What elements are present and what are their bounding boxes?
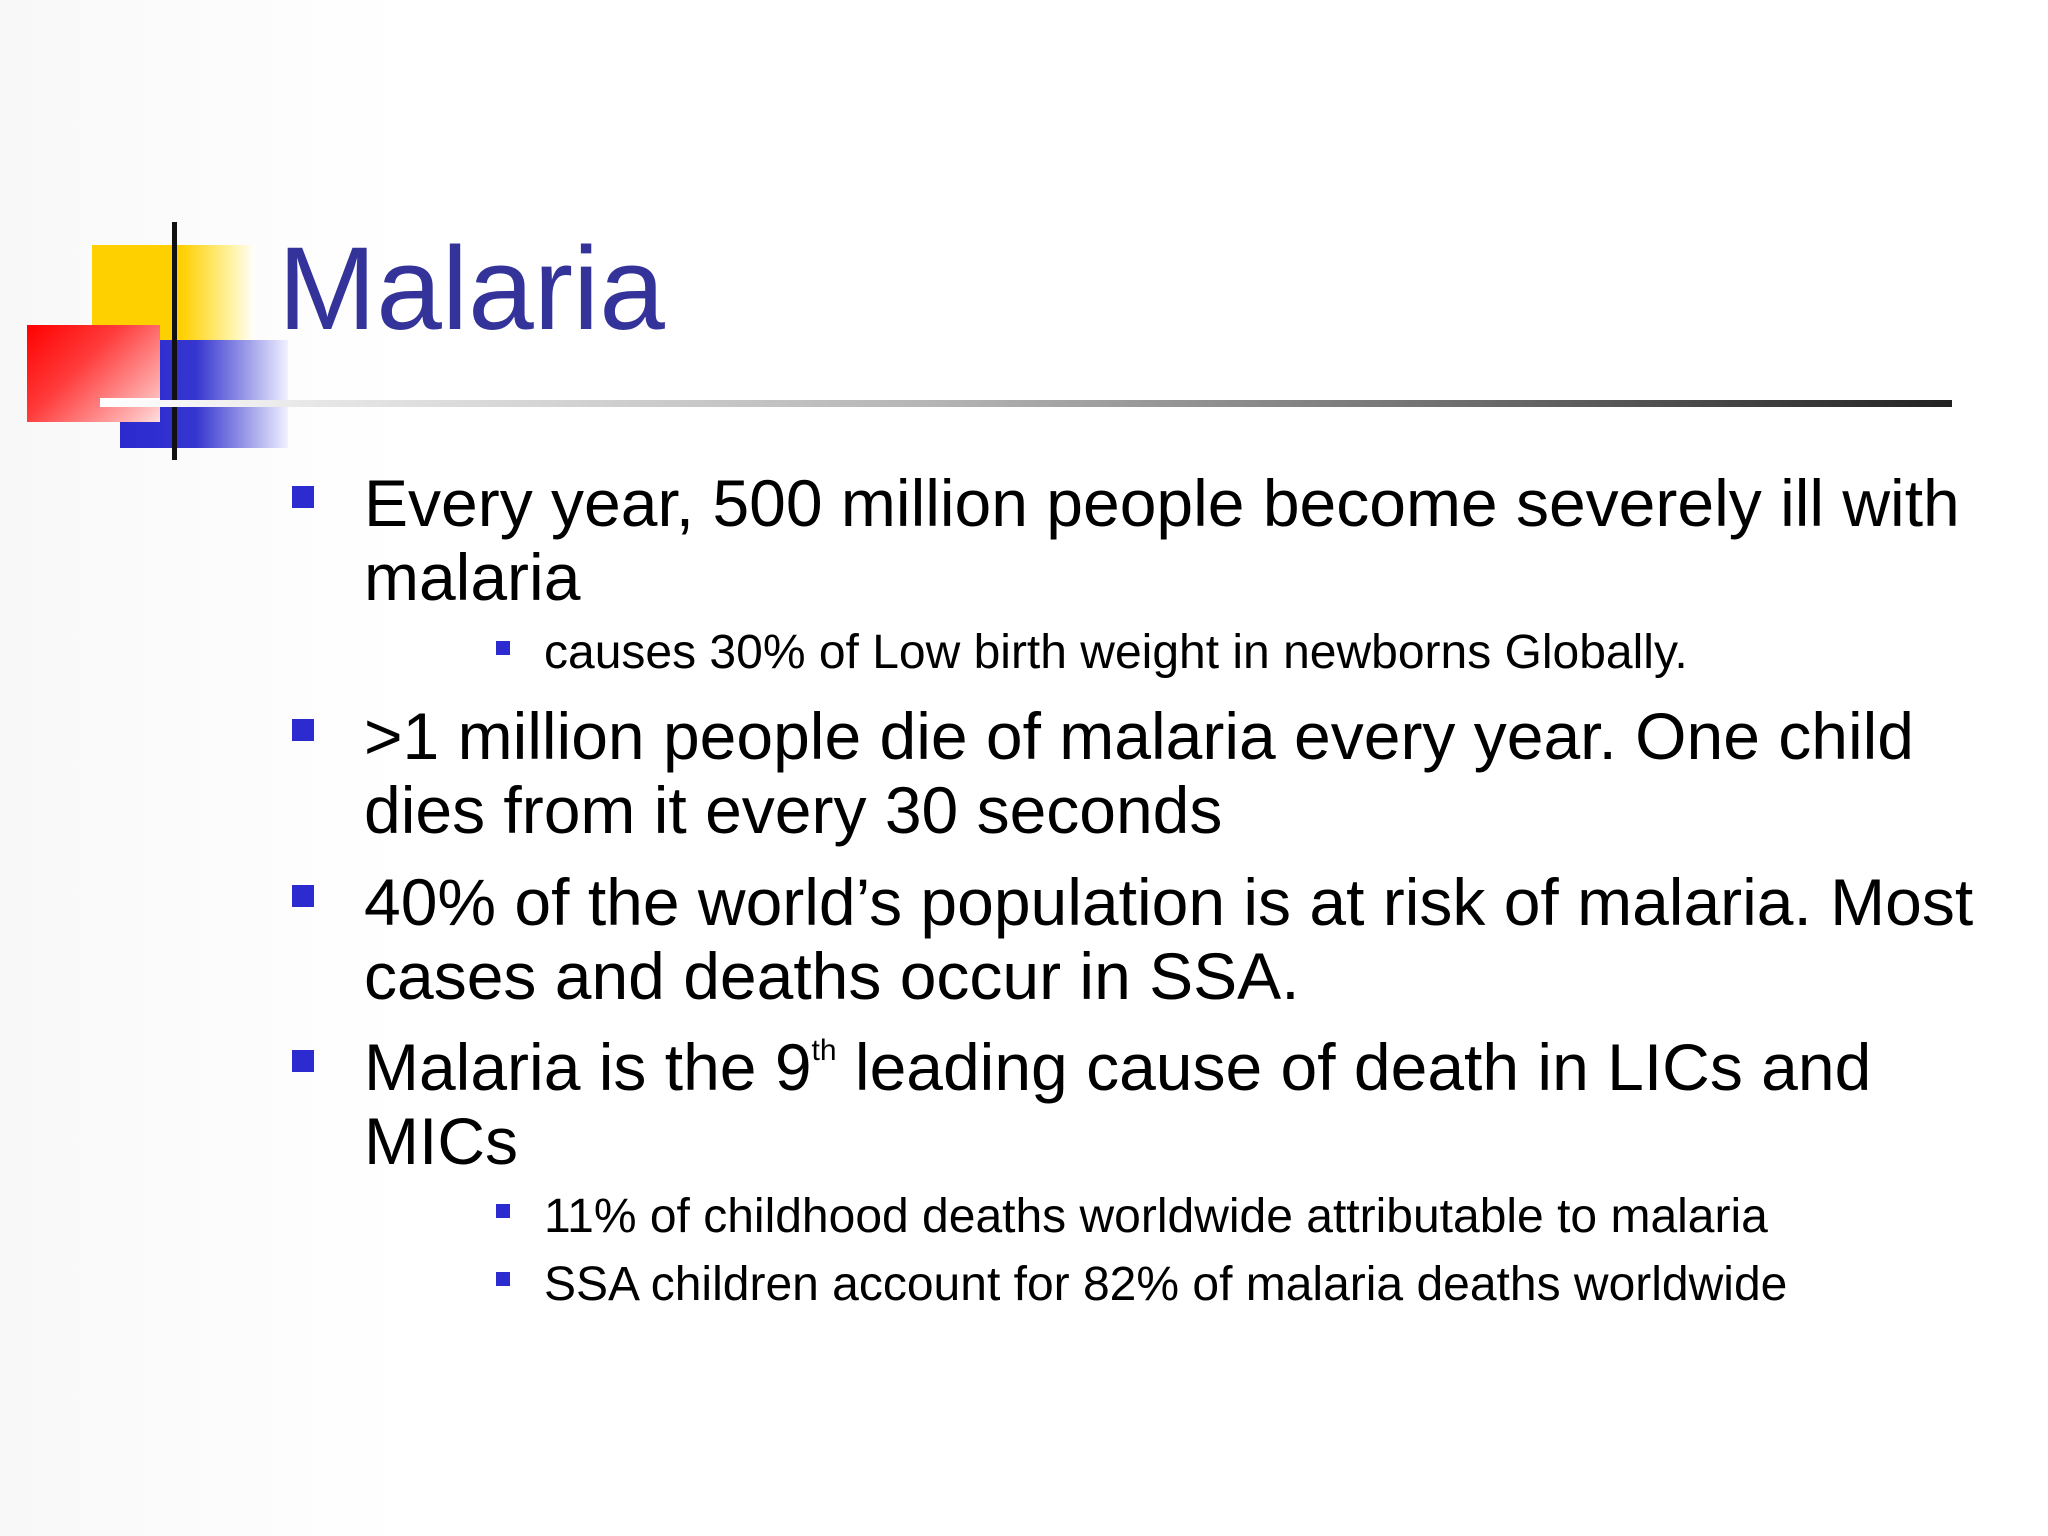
bullet-square-icon xyxy=(496,1272,510,1286)
bullet-square-icon xyxy=(292,885,314,907)
list-item: causes 30% of Low birth weight in newbor… xyxy=(544,626,1688,679)
bullet-square-icon xyxy=(292,719,314,741)
list-item: >1 million people die of malaria every y… xyxy=(364,699,1915,847)
ordinal-superscript: th xyxy=(811,1034,837,1067)
decorative-black-line xyxy=(172,222,177,460)
title-underline xyxy=(100,400,1952,407)
list-item: Malaria is the 9th leading cause of deat… xyxy=(364,1030,2024,1178)
bullet-square-icon xyxy=(496,641,510,655)
list-item-text: leading cause of death in LICs and MICs xyxy=(364,1030,1872,1178)
list-item: SSA children account for 82% of malaria … xyxy=(544,1258,1788,1311)
bullet-square-icon xyxy=(496,1204,510,1218)
list-item-text: Malaria is the 9 xyxy=(364,1030,812,1104)
list-item: Every year, 500 million people become se… xyxy=(364,466,1960,614)
bullet-square-icon xyxy=(292,1050,314,1072)
slide-title: Malaria xyxy=(278,223,665,355)
list-item: 11% of childhood deaths worldwide attrib… xyxy=(544,1190,1768,1243)
bullet-square-icon xyxy=(292,486,314,508)
list-item: 40% of the world’s population is at risk… xyxy=(364,865,1974,1013)
